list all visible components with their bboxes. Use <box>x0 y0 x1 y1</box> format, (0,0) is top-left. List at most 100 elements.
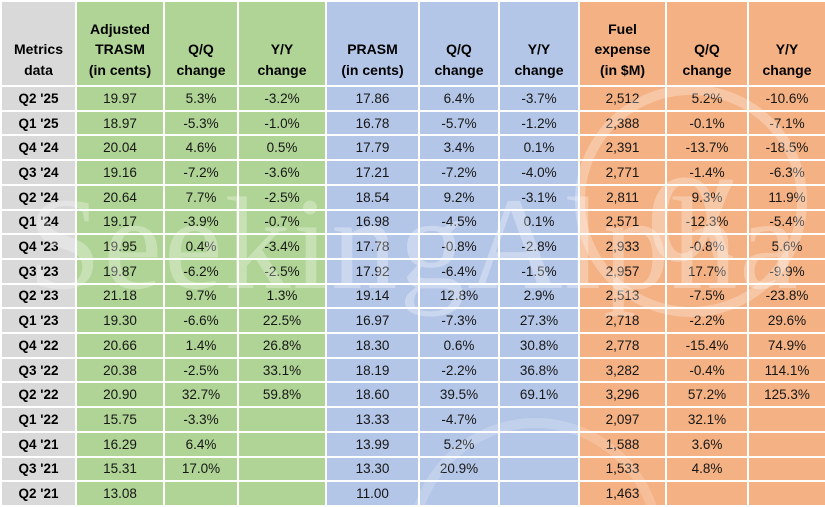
row-label: Q3 '24 <box>0 159 77 186</box>
cell-fuel-yy-change: 5.6% <box>747 233 825 260</box>
cell-prasm-yy-change: -3.7% <box>498 85 580 112</box>
cell-prasm-yy-change: 0.1% <box>498 208 580 236</box>
cell-prasm-yy-change: -1.5% <box>498 257 580 285</box>
column-header-adjusted-trasm: Adjusted TRASM (in cents) <box>75 0 165 87</box>
cell-prasm-qq-change: -5.7% <box>418 109 500 137</box>
table-row-q2-24: Q2 '24 20.64 7.7% -2.5% 18.54 9.2% -3.1% 2,811 9… <box>0 183 825 211</box>
cell-fuel-expense: 1,533 <box>578 455 667 483</box>
cell-trasm-yy-change: -0.7% <box>237 208 327 236</box>
cell-trasm-yy-change: 22.5% <box>237 307 327 335</box>
cell-trasm-yy-change: -3.6% <box>237 159 327 186</box>
cell-prasm-yy-change <box>498 480 580 507</box>
cell-prasm: 18.30 <box>325 332 420 359</box>
cell-trasm-yy-change: 59.8% <box>237 381 327 409</box>
cell-prasm-qq-change: 6.4% <box>418 85 500 112</box>
cell-prasm-yy-change: -3.1% <box>498 183 580 211</box>
cell-prasm: 17.78 <box>325 233 420 260</box>
cell-trasm-qq-change: 9.7% <box>163 282 239 310</box>
table-row-q3-21: Q3 '21 15.31 17.0% 13.30 20.9% 1,533 4.8% <box>0 455 825 483</box>
cell-fuel-expense: 3,296 <box>578 381 667 409</box>
cell-fuel-qq-change: -0.8% <box>665 233 749 260</box>
cell-prasm-qq-change: -7.3% <box>418 307 500 335</box>
cell-prasm-qq-change: 9.2% <box>418 183 500 211</box>
cell-fuel-qq-change: -0.1% <box>665 109 749 137</box>
cell-prasm-yy-change: -2.8% <box>498 233 580 260</box>
cell-trasm-qq-change: -6.2% <box>163 257 239 285</box>
cell-adjusted-trasm: 13.08 <box>75 480 165 507</box>
cell-prasm-yy-change: 0.1% <box>498 134 580 162</box>
cell-trasm-yy-change: 1.3% <box>237 282 327 310</box>
cell-trasm-qq-change: 32.7% <box>163 381 239 409</box>
cell-trasm-yy-change: -1.0% <box>237 109 327 137</box>
cell-prasm: 13.33 <box>325 406 420 433</box>
cell-fuel-expense: 2,771 <box>578 159 667 186</box>
cell-trasm-qq-change <box>163 480 239 507</box>
table-row-q2-22: Q2 '22 20.90 32.7% 59.8% 18.60 39.5% 69.1% 3,29… <box>0 381 825 409</box>
cell-trasm-yy-change: -3.2% <box>237 85 327 112</box>
cell-fuel-qq-change: 57.2% <box>665 381 749 409</box>
cell-fuel-expense: 2,811 <box>578 183 667 211</box>
cell-adjusted-trasm: 20.66 <box>75 332 165 359</box>
cell-prasm: 18.60 <box>325 381 420 409</box>
cell-trasm-yy-change: -2.5% <box>237 183 327 211</box>
cell-fuel-qq-change: 32.1% <box>665 406 749 433</box>
cell-prasm-qq-change <box>418 480 500 507</box>
cell-fuel-qq-change: -7.5% <box>665 282 749 310</box>
column-header-trasm-yy-change: Y/Y change <box>237 0 327 87</box>
cell-fuel-expense: 3,282 <box>578 356 667 384</box>
cell-prasm-yy-change <box>498 455 580 483</box>
row-label: Q4 '23 <box>0 233 77 260</box>
table-row-q4-22: Q4 '22 20.66 1.4% 26.8% 18.30 0.6% 30.8% 2,778-… <box>0 332 825 359</box>
row-label: Q4 '24 <box>0 134 77 162</box>
cell-prasm: 19.14 <box>325 282 420 310</box>
cell-fuel-qq-change: 9.3% <box>665 183 749 211</box>
table-body: Q2 '25 19.97 5.3% -3.2% 17.86 6.4% -3.7% 2,512 5… <box>0 85 825 507</box>
cell-trasm-yy-change <box>237 480 327 507</box>
cell-trasm-yy-change <box>237 455 327 483</box>
cell-prasm: 17.86 <box>325 85 420 112</box>
row-label: Q1 '24 <box>0 208 77 236</box>
cell-trasm-qq-change: 5.3% <box>163 85 239 112</box>
cell-adjusted-trasm: 15.75 <box>75 406 165 433</box>
cell-fuel-expense: 2,957 <box>578 257 667 285</box>
row-label: Q2 '21 <box>0 480 77 507</box>
cell-fuel-qq-change: -13.7% <box>665 134 749 162</box>
table-row-q4-21: Q4 '21 16.29 6.4% 13.99 5.2% 1,588 3.6% <box>0 430 825 458</box>
cell-trasm-qq-change: 4.6% <box>163 134 239 162</box>
cell-adjusted-trasm: 20.04 <box>75 134 165 162</box>
cell-prasm: 16.97 <box>325 307 420 335</box>
cell-adjusted-trasm: 18.97 <box>75 109 165 137</box>
cell-prasm: 18.54 <box>325 183 420 211</box>
cell-fuel-yy-change: -9.9% <box>747 257 825 285</box>
cell-prasm-yy-change: -1.2% <box>498 109 580 137</box>
row-label: Q3 '22 <box>0 356 77 384</box>
row-label: Q3 '21 <box>0 455 77 483</box>
cell-prasm-qq-change: 20.9% <box>418 455 500 483</box>
cell-adjusted-trasm: 19.95 <box>75 233 165 260</box>
cell-fuel-yy-change: 125.3% <box>747 381 825 409</box>
cell-prasm-qq-change: -4.7% <box>418 406 500 433</box>
cell-fuel-qq-change: -12.3% <box>665 208 749 236</box>
cell-adjusted-trasm: 19.97 <box>75 85 165 112</box>
cell-fuel-expense: 2,097 <box>578 406 667 433</box>
row-label: Q1 '22 <box>0 406 77 433</box>
cell-prasm-qq-change: -2.2% <box>418 356 500 384</box>
cell-prasm-yy-change: 36.8% <box>498 356 580 384</box>
cell-fuel-expense: 2,513 <box>578 282 667 310</box>
row-label: Q1 '23 <box>0 307 77 335</box>
cell-trasm-yy-change: -2.5% <box>237 257 327 285</box>
row-label: Q2 '23 <box>0 282 77 310</box>
cell-fuel-qq-change: -2.2% <box>665 307 749 335</box>
cell-fuel-yy-change: -18.5% <box>747 134 825 162</box>
cell-prasm: 13.99 <box>325 430 420 458</box>
row-label: Q1 '25 <box>0 109 77 137</box>
table-header: Metrics data Adjusted TRASM (in cents) Q/… <box>0 0 825 87</box>
cell-prasm: 13.30 <box>325 455 420 483</box>
cell-fuel-expense: 2,512 <box>578 85 667 112</box>
cell-fuel-expense: 2,718 <box>578 307 667 335</box>
column-header-prasm-qq-change: Q/Q change <box>418 0 500 87</box>
cell-fuel-expense: 1,588 <box>578 430 667 458</box>
table-row-q2-23: Q2 '23 21.18 9.7% 1.3% 19.14 12.8% 2.9% 2,513 -7… <box>0 282 825 310</box>
cell-prasm-yy-change: -4.0% <box>498 159 580 186</box>
table-row-q4-24: Q4 '24 20.04 4.6% 0.5% 17.79 3.4% 0.1% 2,391 -13… <box>0 134 825 162</box>
